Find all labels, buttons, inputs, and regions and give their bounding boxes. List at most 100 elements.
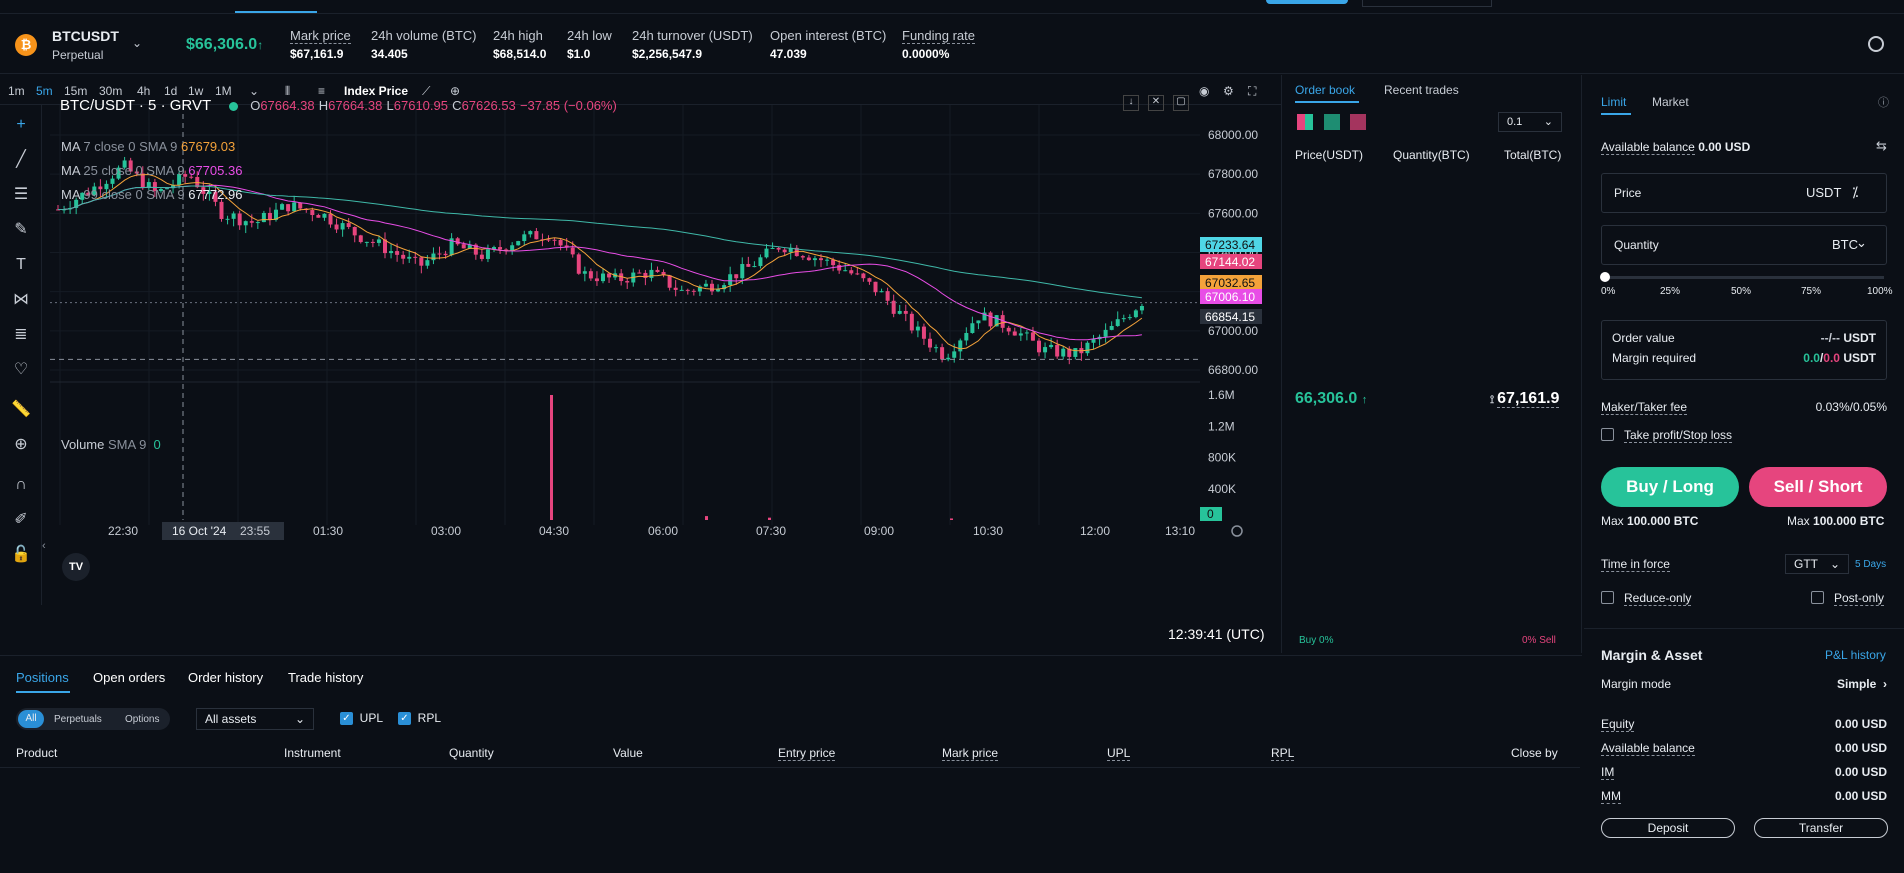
market-selector[interactable]: BTCUSDT Perpetual ⌄ <box>52 28 148 62</box>
timeframe-1w[interactable]: 1w <box>188 84 204 98</box>
tif-days[interactable]: 5 Days <box>1855 559 1887 570</box>
filter-perpetuals[interactable]: Perpetuals <box>54 714 102 725</box>
magnet-icon[interactable]: ∩ <box>15 476 27 493</box>
ruler-icon[interactable]: 📏 <box>11 401 31 418</box>
col-quantity: Quantity <box>449 746 494 760</box>
candle-body <box>564 245 569 248</box>
crosshair-icon[interactable]: + <box>16 116 26 133</box>
candle-body <box>861 273 866 279</box>
timeframe-1m[interactable]: 1m <box>8 84 25 98</box>
scroll-down-icon[interactable]: ↓ <box>1123 95 1139 111</box>
text-tool-icon[interactable]: T <box>16 256 26 273</box>
candle-type-icon[interactable]: ⫴ <box>285 84 291 98</box>
nav-search-box[interactable] <box>1362 0 1492 7</box>
fullscreen-icon[interactable]: ⛶ <box>1248 84 1257 98</box>
tab-positions[interactable]: Positions <box>16 670 69 685</box>
candle-body <box>56 209 60 211</box>
timeframe-15m[interactable]: 15m <box>64 84 88 98</box>
lock-icon[interactable]: 🔓 <box>11 546 31 563</box>
swap-icon[interactable]: ⇆ <box>1876 138 1887 153</box>
settings-gear-icon[interactable] <box>1868 36 1884 52</box>
rpl-toggle[interactable]: ✓ RPL <box>398 711 441 726</box>
indicators-icon[interactable]: ≡ <box>318 84 326 98</box>
candle-body <box>716 289 721 292</box>
horizontal-lines-icon[interactable]: ☰ <box>13 186 29 203</box>
tab-trade-history[interactable]: Trade history <box>288 670 364 685</box>
timeframe-1M[interactable]: 1M <box>215 84 232 98</box>
chart-legend: BTC/USDT · 5 · GRVT O67664.38 H67664.38 … <box>60 97 617 114</box>
pattern-icon[interactable]: ⋈ <box>13 291 29 308</box>
heart-icon[interactable]: ♡ <box>13 361 29 378</box>
upl-toggle[interactable]: ✓ UPL <box>340 711 383 726</box>
pl-history-link[interactable]: P&L history <box>1825 648 1886 662</box>
candle-body <box>940 347 945 360</box>
line-chart-icon[interactable]: ⟋ <box>422 84 431 98</box>
tif-select[interactable]: GTT ⌄ <box>1785 554 1849 574</box>
volume-bar <box>550 395 553 520</box>
tab-open-orders[interactable]: Open orders <box>93 670 166 685</box>
camera-icon[interactable]: ◉ <box>1199 84 1210 98</box>
candle-body <box>964 332 969 341</box>
info-icon[interactable]: ⓘ <box>1878 97 1889 109</box>
tab-order-history[interactable]: Order history <box>188 670 264 685</box>
transfer-button[interactable]: Transfer <box>1754 818 1888 838</box>
percent-icon[interactable]: ⁒ <box>1852 184 1859 200</box>
book-view-asks-icon[interactable] <box>1350 114 1366 130</box>
tpsl-checkbox[interactable] <box>1601 428 1614 441</box>
collapse-icon[interactable]: ✕ <box>1148 95 1164 111</box>
lock-drawing-icon[interactable]: ✐ <box>14 511 28 528</box>
book-view-bids-icon[interactable] <box>1324 114 1340 130</box>
candle-body <box>467 244 472 249</box>
zoom-icon[interactable]: ⊕ <box>14 436 28 453</box>
candlestick-chart[interactable]: 68000.0067800.0067600.0067400.0067200.00… <box>50 105 1282 653</box>
candle-body <box>485 249 490 259</box>
price-tag-label: 67233.64 <box>1205 238 1255 252</box>
chart-settings-icon[interactable]: ⚙ <box>1223 84 1234 98</box>
filter-all[interactable]: All <box>18 710 44 728</box>
tab-limit[interactable]: Limit <box>1601 95 1627 109</box>
slider-handle[interactable] <box>1600 272 1610 282</box>
available-balance-row: Available balance 0.00 USD <box>1601 140 1751 155</box>
chevron-down-icon[interactable]: ⌄ <box>1856 235 1867 250</box>
trendline-icon[interactable]: ╱ <box>16 151 26 168</box>
candle-body <box>812 258 817 261</box>
ma99-line <box>57 185 1142 299</box>
candle-body <box>322 213 327 218</box>
filter-options[interactable]: Options <box>125 714 160 725</box>
tab-market[interactable]: Market <box>1652 95 1689 109</box>
nav-pill-button[interactable] <box>1266 0 1348 4</box>
post-only-checkbox[interactable] <box>1811 591 1824 604</box>
time-axis-label: 07:30 <box>756 524 786 538</box>
reduce-only-checkbox[interactable] <box>1601 591 1614 604</box>
timeframe-30m[interactable]: 30m <box>99 84 123 98</box>
chevron-down-icon[interactable]: ⌄ <box>249 84 260 98</box>
prediction-icon[interactable]: ≣ <box>14 326 28 343</box>
candle-body <box>237 213 242 226</box>
candle-body <box>594 278 599 282</box>
precision-select[interactable]: 0.1 ⌄ <box>1498 112 1562 132</box>
candle-body <box>891 300 896 314</box>
timeframe-1d[interactable]: 1d <box>164 84 178 98</box>
quantity-input[interactable]: Quantity BTC ⌄ <box>1601 225 1887 265</box>
timeframe-4h[interactable]: 4h <box>137 84 151 98</box>
quantity-slider[interactable] <box>1600 272 1884 282</box>
collapse-arrow-icon[interactable]: ‹ <box>42 540 46 552</box>
candle-body <box>710 283 714 292</box>
reset-icon[interactable]: ▢ <box>1173 95 1189 111</box>
crosshair-date: 16 Oct '24 <box>172 524 227 538</box>
assets-select[interactable]: All assets ⌄ <box>196 708 314 730</box>
buy-long-button[interactable]: Buy / Long <box>1601 467 1739 507</box>
tab-recent-trades[interactable]: Recent trades <box>1384 83 1459 97</box>
book-view-both-icon[interactable] <box>1297 114 1313 130</box>
margin-mode-row[interactable]: Margin mode Simple › <box>1601 677 1887 691</box>
brush-icon[interactable]: ✎ <box>14 221 28 238</box>
add-indicator-icon[interactable]: ⊕ <box>450 84 461 98</box>
price-input[interactable]: Price USDT ⁒ <box>1601 173 1887 213</box>
candle-body <box>643 272 648 278</box>
tab-order-book[interactable]: Order book <box>1295 83 1356 97</box>
deposit-button[interactable]: Deposit <box>1601 818 1735 838</box>
timeframe-5m[interactable]: 5m <box>36 84 53 98</box>
index-price-button[interactable]: Index Price <box>344 84 409 98</box>
mm-row: MM 0.00 USD <box>1601 789 1887 804</box>
sell-short-button[interactable]: Sell / Short <box>1749 467 1887 507</box>
